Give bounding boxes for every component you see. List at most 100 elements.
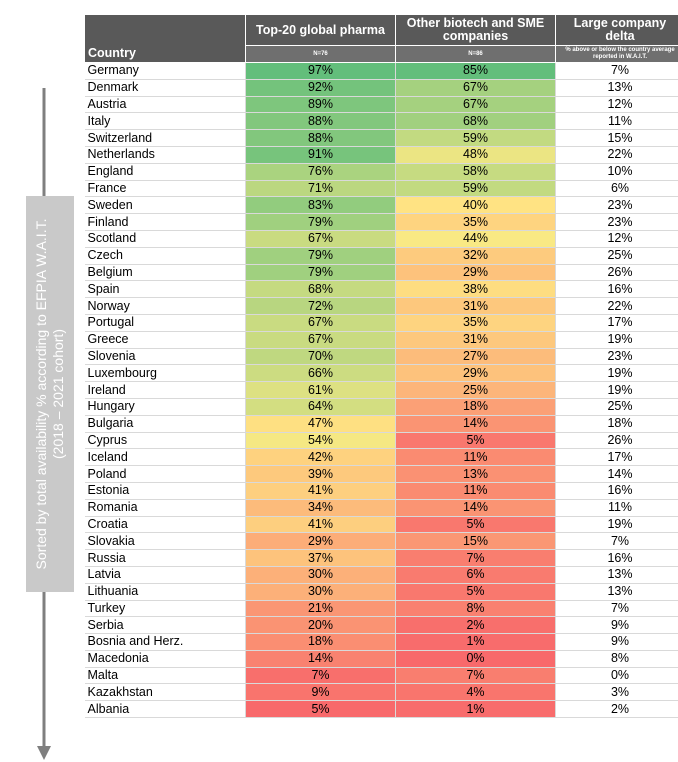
value-cell: 41% [245,515,396,534]
value-cell: 68% [395,112,556,131]
country-cell: Estonia [84,481,246,500]
table-row: Turkey 21% 8% 7% [84,599,678,618]
value-cell: 19% [555,381,678,399]
value-cell: 2% [555,700,678,719]
value-cell: 67% [395,78,556,97]
country-cell: Slovakia [84,532,246,551]
country-cell: Bulgaria [84,414,246,433]
header-row: Country Top-20 global pharma Other biotech… [84,14,678,63]
country-cell: Netherlands [84,145,246,164]
table-row: Hungary 64% 18% 25% [84,397,678,416]
value-cell: 30% [245,565,396,584]
value-cell: 31% [395,330,556,349]
value-cell: 8% [395,599,556,618]
country-cell: Malta [84,666,246,685]
value-cell: 85% [395,62,556,80]
value-cell: 5% [395,431,556,450]
table-row: Romania 34% 14% 11% [84,498,678,517]
value-cell: 16% [555,280,678,299]
country-cell: Albania [84,700,246,719]
value-cell: 7% [245,666,396,685]
value-cell: 54% [245,431,396,450]
subheader-row: N=76 N=86% above or below the country ave… [85,45,678,63]
country-cell: Russia [84,549,246,567]
value-cell: 11% [555,498,678,517]
subheader-cell: N=86 [395,45,556,63]
table: Country Top-20 global pharma Other biotech… [84,14,678,719]
value-cell: 3% [555,683,678,702]
table-row: Slovenia 70% 27% 23% [84,347,678,366]
value-cell: 9% [555,616,678,635]
value-cell: 13% [555,565,678,584]
value-cell: 29% [395,364,556,383]
value-cell: 19% [555,515,678,534]
value-cell: 15% [395,532,556,551]
value-cell: 11% [395,448,556,467]
table-row: Croatia 41% 5% 19% [84,515,678,534]
value-cell: 7% [555,599,678,618]
country-cell: Scotland [84,229,246,248]
value-cell: 11% [395,481,556,500]
value-cell: 23% [555,347,678,366]
table-row: Macedonia 14% 0% 8% [84,649,678,668]
value-cell: 71% [245,179,396,198]
value-cell: 21% [245,599,396,618]
value-cell: 72% [245,297,396,315]
table-row: Lithuania 30% 5% 13% [84,582,678,601]
country-cell: Luxembourg [84,364,246,383]
value-cell: 68% [245,280,396,299]
value-cell: 67% [395,95,556,114]
value-cell: 14% [395,414,556,433]
country-cell: Denmark [84,78,246,97]
value-cell: 37% [245,549,396,567]
value-cell: 6% [555,179,678,198]
value-cell: 91% [245,145,396,164]
country-cell: Macedonia [84,649,246,668]
value-cell: 34% [245,498,396,517]
value-cell: 35% [395,313,556,332]
country-cell: Switzerland [84,129,246,147]
value-cell: 64% [245,397,396,416]
table-row: Czech 79% 32% 25% [84,246,678,265]
table-row: Serbia 20% 2% 9% [84,616,678,635]
value-cell: 12% [555,229,678,248]
value-cell: 22% [555,297,678,315]
value-cell: 40% [395,196,556,215]
header-cell: Large company delta [555,14,678,46]
value-cell: 19% [555,330,678,349]
value-cell: 59% [395,179,556,198]
country-cell: Finland [84,213,246,231]
value-cell: 20% [245,616,396,635]
value-cell: 48% [395,145,556,164]
value-cell: 26% [555,431,678,450]
value-cell: 29% [395,263,556,282]
value-cell: 1% [395,700,556,719]
country-cell: Iceland [84,448,246,467]
value-cell: 23% [555,213,678,231]
table-row: Bosnia and Herz. 18% 1% 9% [84,633,678,651]
table-row: Switzerland 88% 59% 15% [84,129,678,147]
value-cell: 67% [245,229,396,248]
country-cell: Turkey [84,599,246,618]
table-row: Iceland 42% 11% 17% [84,448,678,467]
value-cell: 70% [245,347,396,366]
value-cell: 7% [555,62,678,80]
value-cell: 14% [555,465,678,483]
value-cell: 44% [395,229,556,248]
table-row: Portugal 67% 35% 17% [84,313,678,332]
value-cell: 42% [245,448,396,467]
value-cell: 79% [245,213,396,231]
table-row: Norway 72% 31% 22% [84,297,678,315]
value-cell: 5% [395,515,556,534]
country-cell: Greece [84,330,246,349]
value-cell: 17% [555,313,678,332]
country-cell: Kazakhstan [84,683,246,702]
table-row: Russia 37% 7% 16% [84,549,678,567]
value-cell: 18% [555,414,678,433]
table-row: Netherlands 91% 48% 22% [84,145,678,164]
header-cell: Other biotech and SME companies [395,14,556,46]
value-cell: 88% [245,129,396,147]
value-cell: 25% [555,397,678,416]
value-cell: 17% [555,448,678,467]
value-cell: 1% [395,633,556,651]
